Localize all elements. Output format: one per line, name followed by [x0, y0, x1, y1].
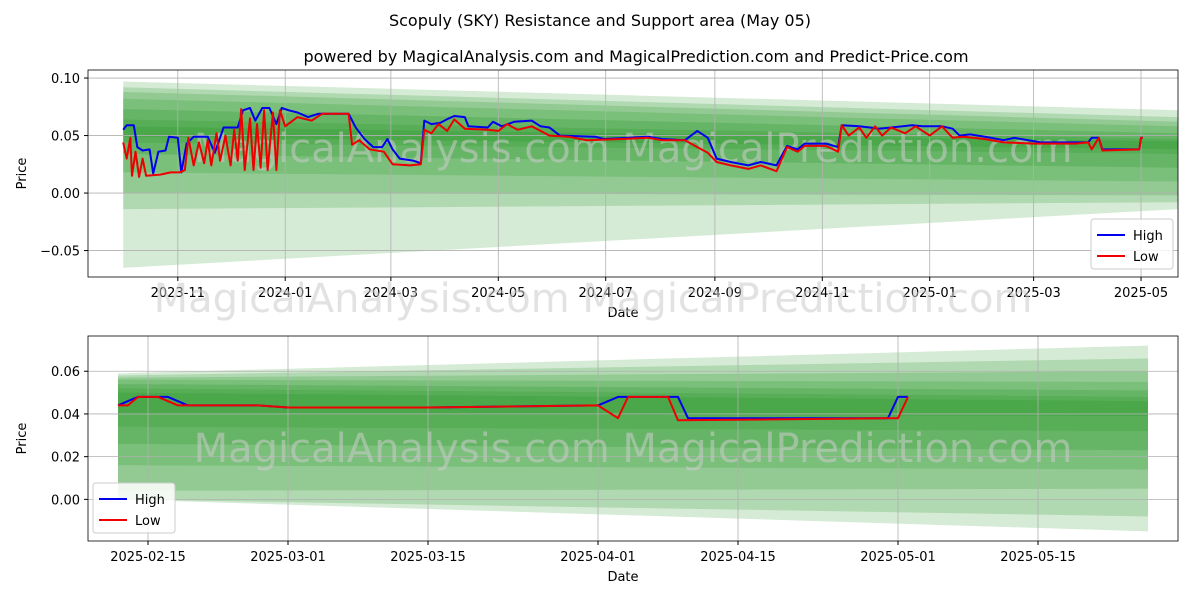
series-lines [117, 395, 909, 422]
band-1 [118, 358, 1148, 517]
axis-ticks: 2023-11 2024-01 2024-03 2024-05 2024-07 2024-… [40, 72, 1168, 301]
x-tick-label: 2024-11 [795, 286, 849, 301]
x-tick-label: 2025-02-15 [110, 550, 186, 565]
x-tick-label: 2025-05-15 [1000, 550, 1076, 565]
legend-box [92, 482, 176, 534]
grid-lines [88, 70, 1178, 277]
y-tick-label: 0.06 [51, 365, 80, 380]
band-2 [123, 91, 1178, 196]
x-axis-label: Date [607, 570, 638, 585]
legend: High Low [1090, 218, 1174, 270]
plot-frame [87, 69, 1179, 278]
axis-ticks: 2025-02-15 2025-03-01 2025-03-15 2025-04-01… [51, 365, 1076, 565]
x-tick-label: 2025-03-01 [250, 550, 326, 565]
band-5 [118, 388, 1148, 432]
x-tick-label: 2024-03 [364, 286, 418, 301]
band-3 [123, 98, 1178, 182]
y-tick-label: 0.00 [51, 187, 80, 202]
x-tick-label: 2025-05-01 [860, 550, 936, 565]
chart-panel-bottom: MagicalAnalysis.com MagicalPrediction.co… [15, 335, 1179, 585]
x-tick-label: 2025-03 [1006, 286, 1060, 301]
y-axis-label: Price [15, 158, 30, 190]
chart-subtitle: powered by MagicalAnalysis.com and Magic… [303, 47, 968, 66]
y-axis-label: Price [15, 423, 30, 455]
legend: High Low [92, 482, 176, 534]
x-tick-label: 2024-07 [579, 286, 633, 301]
x-tick-label: 2025-01 [903, 286, 957, 301]
chart-panel-top: MagicalAnalysis.com MagicalPrediction.co… [15, 69, 1179, 321]
legend-label-high: High [1133, 229, 1163, 244]
x-tick-label: 2024-09 [688, 286, 742, 301]
plot-frame [87, 335, 1179, 542]
legend-label-high: High [135, 493, 165, 508]
band-0 [118, 345, 1148, 532]
series-line-low [118, 395, 909, 422]
x-tick-label: 2025-04-15 [700, 550, 776, 565]
x-tick-label: 2024-05 [471, 286, 525, 301]
x-tick-label: 2025-05 [1114, 286, 1168, 301]
y-tick-label: −0.05 [40, 245, 80, 260]
band-1 [123, 87, 1178, 210]
series-line-low [122, 108, 1143, 178]
y-tick-label: 0.00 [51, 493, 80, 508]
y-tick-label: 0.04 [51, 408, 80, 423]
band-3 [118, 379, 1148, 470]
x-axis-label: Date [607, 306, 638, 321]
series-line-high [122, 107, 1143, 175]
band-4 [118, 384, 1148, 451]
y-tick-label: 0.10 [51, 72, 80, 87]
watermark-text: MagicalAnalysis.com MagicalPrediction.co… [194, 126, 1073, 172]
x-tick-label: 2025-03-15 [390, 550, 466, 565]
grid-lines [88, 336, 1178, 541]
legend-label-low: Low [1133, 250, 1159, 265]
legend-label-low: Low [135, 514, 161, 529]
watermark-text: MagicalAnalysis.com MagicalPrediction.co… [194, 426, 1073, 472]
x-tick-label: 2023-11 [151, 286, 205, 301]
y-tick-label: 0.05 [51, 130, 80, 145]
watermark-text: MagicalAnalysis.com MagicalPrediction.co… [154, 276, 1033, 322]
band-2 [118, 371, 1148, 491]
x-tick-label: 2024-01 [258, 286, 312, 301]
y-tick-label: 0.02 [51, 451, 80, 466]
series-lines [122, 107, 1143, 178]
chart-title: Scopuly (SKY) Resistance and Support are… [389, 11, 811, 30]
support-resistance-bands [118, 345, 1148, 532]
legend-box [1090, 218, 1174, 270]
x-tick-label: 2025-04-01 [560, 550, 636, 565]
band-6 [118, 392, 1148, 417]
